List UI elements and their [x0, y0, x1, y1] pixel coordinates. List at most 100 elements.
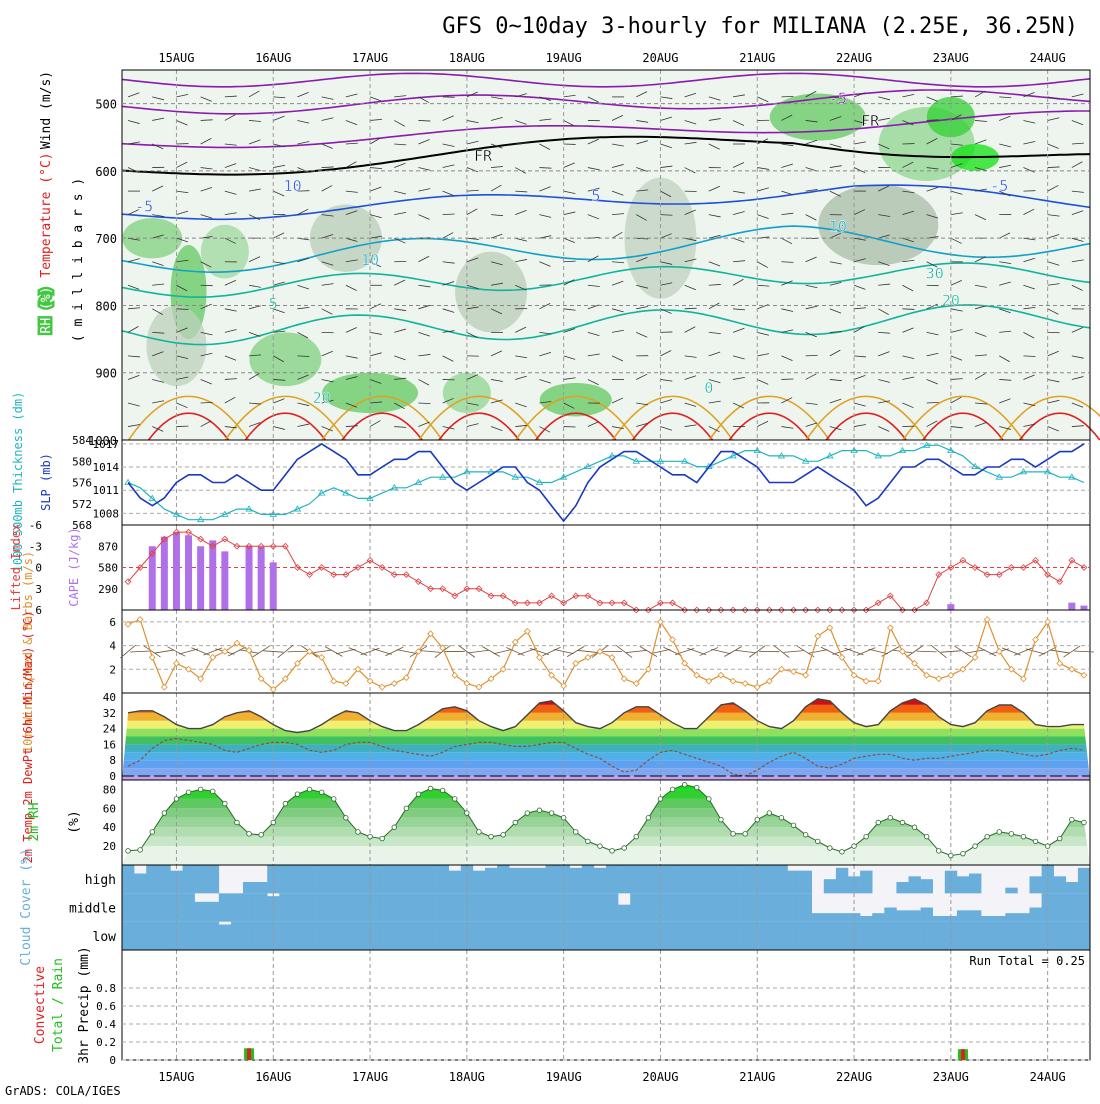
- cloud-cell: [642, 865, 654, 893]
- surface-wind-barb: [336, 649, 355, 654]
- rh-blob: [770, 94, 866, 141]
- surface-wind-barb: [978, 647, 996, 656]
- rh-point: [380, 836, 385, 841]
- precip-ylabel-total: Total / Rain: [51, 958, 66, 1052]
- rh-point: [731, 832, 736, 837]
- cloud-cell: [146, 922, 158, 950]
- cloud-cell: [800, 871, 812, 894]
- cloud-cell: [437, 893, 449, 921]
- cloud-cell: [824, 913, 836, 922]
- rh-point: [634, 834, 639, 839]
- cloud-cell: [582, 922, 594, 950]
- temp-band: [122, 729, 1090, 737]
- rh-point: [670, 787, 675, 792]
- cloud-cell: [1030, 922, 1042, 950]
- surface-wind-barb: [263, 651, 283, 652]
- cloud-cell: [788, 922, 800, 950]
- thickness-series-line: [128, 445, 1084, 519]
- temp-band: [122, 752, 1090, 760]
- cloud-cell: [279, 922, 291, 950]
- top-day-label: 23AUG: [933, 51, 969, 65]
- cloud-cell: [304, 893, 316, 921]
- surface-wind-barb: [542, 647, 560, 655]
- pressure-tick-label: 500: [95, 98, 117, 112]
- surface-wind-barb: [385, 647, 403, 656]
- temp-band: [122, 705, 1090, 713]
- rh-point: [271, 820, 276, 825]
- precip-ylabel-convective: Convective: [33, 966, 48, 1044]
- cloud-cell: [570, 922, 582, 950]
- cloud-cell: [304, 922, 316, 950]
- cloud-cell: [981, 922, 993, 950]
- cape-bar: [185, 535, 192, 610]
- cape-bar: [246, 546, 253, 610]
- cloud-cell: [183, 893, 195, 921]
- cloud-cell: [400, 893, 412, 921]
- cloud-cell: [328, 893, 340, 921]
- cloud-cell: [679, 922, 691, 950]
- cloud-cell: [546, 865, 558, 893]
- cloud-cell: [739, 922, 751, 950]
- cloud-cell: [207, 902, 219, 922]
- cloud-cell: [642, 922, 654, 950]
- cloud-cell: [291, 893, 303, 921]
- surface-wind-barb: [349, 648, 367, 656]
- cloud-cell: [715, 922, 727, 950]
- rh-point: [477, 830, 482, 835]
- cloud-cell: [896, 910, 908, 921]
- cloud-cell: [497, 922, 509, 950]
- rh-band: [122, 818, 1090, 827]
- cloud-cell: [763, 865, 775, 893]
- rh-point: [126, 849, 131, 854]
- thickness-point: [125, 480, 131, 485]
- cloud-cell: [679, 893, 691, 921]
- cloud-cell: [291, 865, 303, 893]
- wind-speed-point: [404, 675, 410, 681]
- cloud-cell: [231, 893, 243, 921]
- cloud-cell: [521, 893, 533, 921]
- cloud-cell: [219, 893, 231, 921]
- bottom-day-label: 22AUG: [836, 1070, 872, 1084]
- precip-convective-bar: [247, 1048, 251, 1060]
- slp-ylabel: SLP (mb): [39, 453, 53, 511]
- cloud-cell: [533, 868, 545, 894]
- cloud-cell: [836, 922, 848, 950]
- cloud-cell: [1017, 913, 1029, 922]
- cloud-cell: [340, 865, 352, 893]
- cloud-cell: [352, 922, 364, 950]
- rh-point: [235, 820, 240, 825]
- cloud-cell: [933, 922, 945, 950]
- surface-wind-barb: [808, 650, 828, 654]
- rh-point: [707, 797, 712, 802]
- cloud-cell: [425, 865, 437, 893]
- cloud-cell: [957, 910, 969, 921]
- thickness-tick: 572: [72, 498, 92, 511]
- cape-bar: [947, 604, 954, 610]
- rh-band: [122, 837, 1090, 846]
- rh-point: [392, 825, 397, 830]
- rh-point: [319, 790, 324, 795]
- rh-tick: 80: [103, 783, 116, 796]
- rh-point: [295, 792, 300, 797]
- bottom-day-label: 21AUG: [739, 1070, 775, 1084]
- slp-tick: 1011: [93, 484, 120, 497]
- cloud-cell: [1005, 922, 1017, 950]
- pressure-tick-label: 700: [95, 232, 117, 246]
- rh-point: [997, 830, 1002, 835]
- rh-point: [247, 832, 252, 837]
- cloud-cell: [872, 913, 884, 922]
- cloud-cell: [909, 876, 921, 893]
- rh-point: [767, 811, 772, 816]
- cape-bar: [270, 562, 277, 610]
- cloud-cell: [449, 871, 461, 894]
- wind-speed-point: [391, 681, 397, 687]
- bottom-day-label: 15AUG: [158, 1070, 194, 1084]
- isotherm-label: 0: [704, 379, 713, 397]
- cloud-cell: [425, 893, 437, 921]
- rh-point: [537, 808, 542, 813]
- surface-wind-barb: [373, 649, 392, 655]
- cloud-cell: [1054, 876, 1066, 893]
- cloud-cell: [473, 871, 485, 894]
- cloud-cell: [1005, 913, 1017, 922]
